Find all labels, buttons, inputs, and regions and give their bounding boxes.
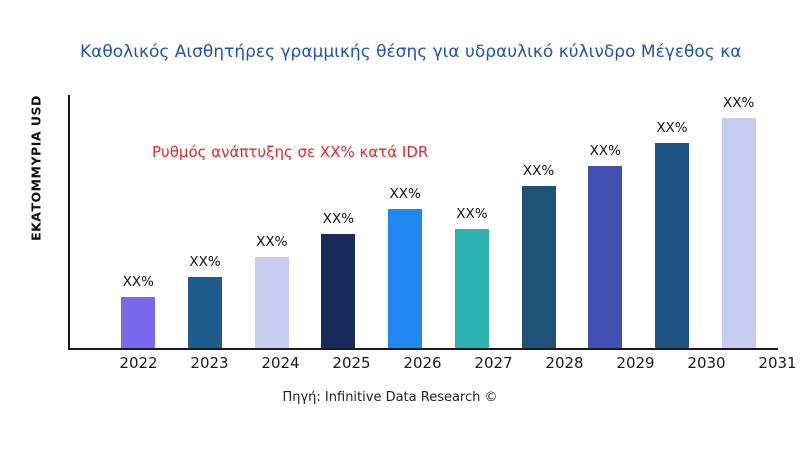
bar-value-label: XX% xyxy=(389,185,421,202)
bar-2031 xyxy=(721,118,756,348)
bar-value-label: XX% xyxy=(122,274,155,291)
bar-group: XX% xyxy=(172,95,239,348)
x-tick-label-2024: 2024 xyxy=(261,354,300,372)
bar-2025 xyxy=(321,234,356,348)
x-axis-labels: 2022 2023 2024 2025 2026 2027 2028 2029 2030 2031 xyxy=(68,354,800,372)
bar-group: XX% xyxy=(305,95,372,348)
bar-value-label: XX% xyxy=(456,206,488,223)
bar-group: XX% xyxy=(105,95,172,348)
x-tick-label-2022: 2022 xyxy=(119,354,158,372)
bar-2028 xyxy=(521,186,556,348)
x-tick-label-2031: 2031 xyxy=(758,354,797,372)
bar-2030 xyxy=(654,143,689,348)
bar-2027 xyxy=(454,229,489,348)
bar-2026 xyxy=(388,208,423,348)
bar-group: XX% xyxy=(505,95,572,348)
bar-value-label: XX% xyxy=(656,120,688,137)
bar-group: XX% xyxy=(372,95,439,348)
bar-group: XX% xyxy=(639,95,706,348)
x-tick-label-2025: 2025 xyxy=(332,354,371,372)
x-tick-label-2029: 2029 xyxy=(616,354,655,372)
bar-2024 xyxy=(254,256,289,348)
x-tick-label-2026: 2026 xyxy=(403,354,442,372)
chart-title: Καθολικός Αισθητήρες γραμμικής θέσης για… xyxy=(80,42,742,62)
bar-group: XX% xyxy=(705,95,772,348)
y-axis-label: ΕΚΑΤΟΜΜΥΡΙΑ USD xyxy=(28,95,44,241)
bar-2029 xyxy=(588,165,623,348)
plot-area: Ρυθμός ανάπτυξης σε XX% κατά IDR XX% XX% X… xyxy=(68,95,778,350)
bar-value-label: XX% xyxy=(522,163,555,180)
bar-value-label: XX% xyxy=(723,95,755,111)
growth-annotation: Ρυθμός ανάπτυξης σε XX% κατά IDR xyxy=(152,143,429,161)
bar-value-label: XX% xyxy=(189,254,221,271)
bar-2022 xyxy=(121,297,156,348)
source-text: Πηγή: Infinitive Data Research © xyxy=(282,390,498,405)
x-tick-label-2030: 2030 xyxy=(687,354,726,372)
bar-group: XX% xyxy=(572,95,639,348)
bar-value-label: XX% xyxy=(256,233,288,250)
bars-container: XX% XX% XX% XX% XX% XX% XX% XX% XX% XX% xyxy=(70,95,778,348)
x-tick-label-2027: 2027 xyxy=(474,354,513,372)
bar-group: XX% xyxy=(439,95,506,348)
bar-value-label: XX% xyxy=(589,142,621,159)
bar-group: XX% xyxy=(238,95,305,348)
bar-2023 xyxy=(188,277,223,348)
bar-value-label: XX% xyxy=(322,211,355,228)
x-tick-label-2028: 2028 xyxy=(545,354,584,372)
x-tick-label-2023: 2023 xyxy=(190,354,229,372)
